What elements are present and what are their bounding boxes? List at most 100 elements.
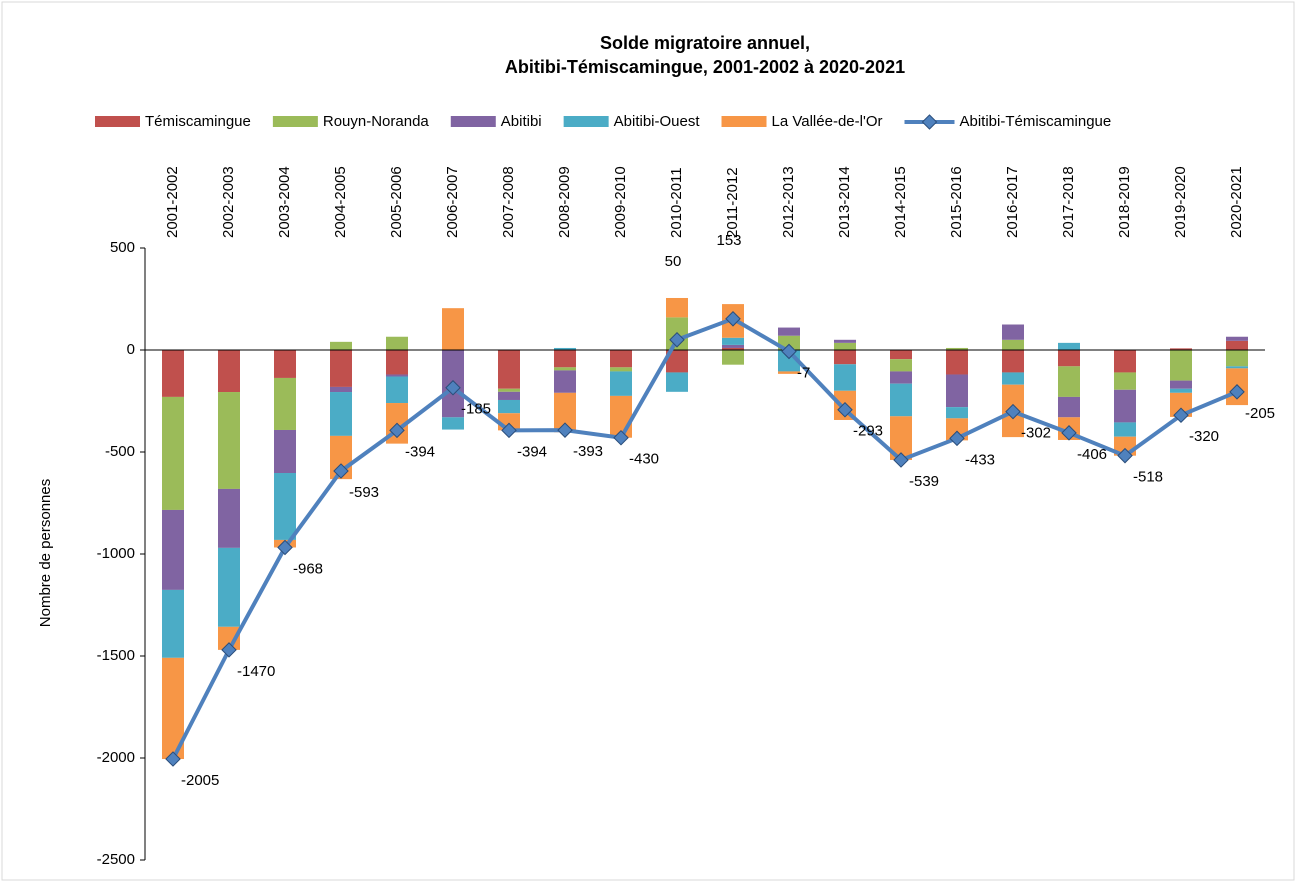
bar-segment: [778, 371, 800, 374]
y-tick-label: 500: [110, 239, 135, 256]
bar-segment: [1226, 340, 1248, 350]
bar-segment: [1058, 396, 1080, 418]
line-marker: [781, 343, 797, 360]
bar-segment: [554, 370, 576, 393]
data-label: -968: [293, 560, 323, 577]
x-tick-label: 2007-2008: [500, 166, 517, 238]
bar-segment: [1170, 350, 1192, 381]
bar-segment: [722, 347, 744, 350]
bar-segment: [666, 297, 688, 318]
x-tick-label: 2001-2002: [164, 166, 181, 238]
legend-swatch: [95, 116, 140, 127]
bar-segment: [330, 350, 352, 387]
line-marker: [221, 642, 237, 658]
bar-segment: [610, 350, 632, 368]
data-label: -185: [461, 401, 491, 418]
bar-segment: [1226, 350, 1248, 367]
line-marker: [1117, 447, 1133, 464]
line-marker: [1061, 425, 1077, 441]
data-label: -518: [1133, 469, 1163, 486]
bar-segment: [1002, 339, 1024, 350]
data-label: 153: [716, 232, 741, 249]
bar-segment: [1170, 380, 1192, 389]
x-tick-label: 2005-2006: [388, 166, 405, 238]
bar-segment: [218, 626, 240, 650]
x-tick-label: 2016-2017: [1004, 166, 1021, 238]
bar-segment: [162, 589, 184, 658]
bar-segment: [946, 347, 968, 350]
bar-segment: [162, 350, 184, 397]
chart-title: Solde migratoire annuel,: [600, 33, 810, 53]
legend-swatch: [721, 116, 767, 127]
bar-segment: [1170, 348, 1192, 350]
line: [171, 316, 1238, 760]
bar-segment: [1002, 324, 1024, 340]
bar-segment: [890, 371, 912, 384]
bar-segment: [386, 350, 408, 375]
line-marker: [389, 422, 405, 439]
bar-segment: [1114, 372, 1136, 390]
bar-segment: [218, 488, 240, 548]
line-marker: [893, 452, 909, 468]
x-tick-label: 2015-2016: [948, 166, 965, 238]
data-label: -293: [853, 423, 883, 440]
line-marker: [1173, 407, 1189, 424]
bar-segment: [1058, 366, 1080, 397]
bar-segment: [554, 350, 576, 368]
bar-segment: [554, 367, 576, 371]
bar-segment: [890, 416, 912, 460]
bar-segment: [274, 350, 296, 378]
bar-segment: [386, 374, 408, 377]
data-label: -7: [797, 364, 810, 381]
bar-segment: [1114, 389, 1136, 423]
bar-segment: [834, 350, 856, 365]
legend-label: Abitibi-Témiscamingue: [960, 113, 1112, 130]
bar-segment: [1226, 366, 1248, 369]
line-marker: [501, 422, 517, 439]
y-tick-label: -2500: [97, 851, 135, 868]
data-label: -406: [1077, 446, 1107, 463]
data-label: -433: [965, 451, 995, 468]
y-axis-label: Nombre de personnes: [37, 479, 54, 627]
legend-label: Rouyn-Noranda: [323, 113, 430, 130]
data-label: -393: [573, 443, 603, 460]
data-label: -394: [517, 443, 547, 460]
line-marker: [725, 311, 741, 327]
line-marker: [445, 379, 461, 396]
bar-segment: [498, 388, 520, 392]
bar-segment: [666, 350, 688, 373]
line-marker: [1005, 403, 1021, 420]
y-tick-label: -2000: [97, 749, 135, 766]
legend-label: La Vallée-de-l'Or: [772, 113, 883, 130]
bar-segment: [1058, 350, 1080, 367]
x-tick-label: 2002-2003: [220, 166, 237, 238]
bar-segment: [330, 386, 352, 393]
bar-segment: [666, 372, 688, 392]
y-tick-label: -500: [105, 443, 135, 460]
bar-segment: [834, 342, 856, 350]
legend-swatch: [563, 116, 609, 127]
bar-segment: [1058, 342, 1080, 350]
legend-label: Témiscamingue: [145, 113, 251, 130]
bar-segment: [1170, 388, 1192, 393]
bar-segment: [1002, 372, 1024, 385]
bar-segment: [162, 509, 184, 590]
x-tick-label: 2014-2015: [892, 166, 909, 238]
bar-segment: [498, 350, 520, 389]
line-marker: [949, 430, 965, 447]
y-tick-label: -1000: [97, 545, 135, 562]
x-tick-label: 2009-2010: [612, 166, 629, 238]
bar-segment: [834, 339, 856, 343]
line-marker: [837, 401, 853, 418]
bar-segment: [890, 359, 912, 372]
x-tick-label: 2018-2019: [1116, 166, 1133, 238]
bar-segment: [162, 657, 184, 760]
line-marker: [165, 751, 181, 767]
data-label: -302: [1021, 425, 1051, 442]
data-label: -430: [629, 451, 659, 468]
x-tick-label: 2017-2018: [1060, 166, 1077, 238]
line-marker: [669, 332, 685, 348]
bar-segment: [890, 350, 912, 360]
bar-segment: [274, 377, 296, 430]
